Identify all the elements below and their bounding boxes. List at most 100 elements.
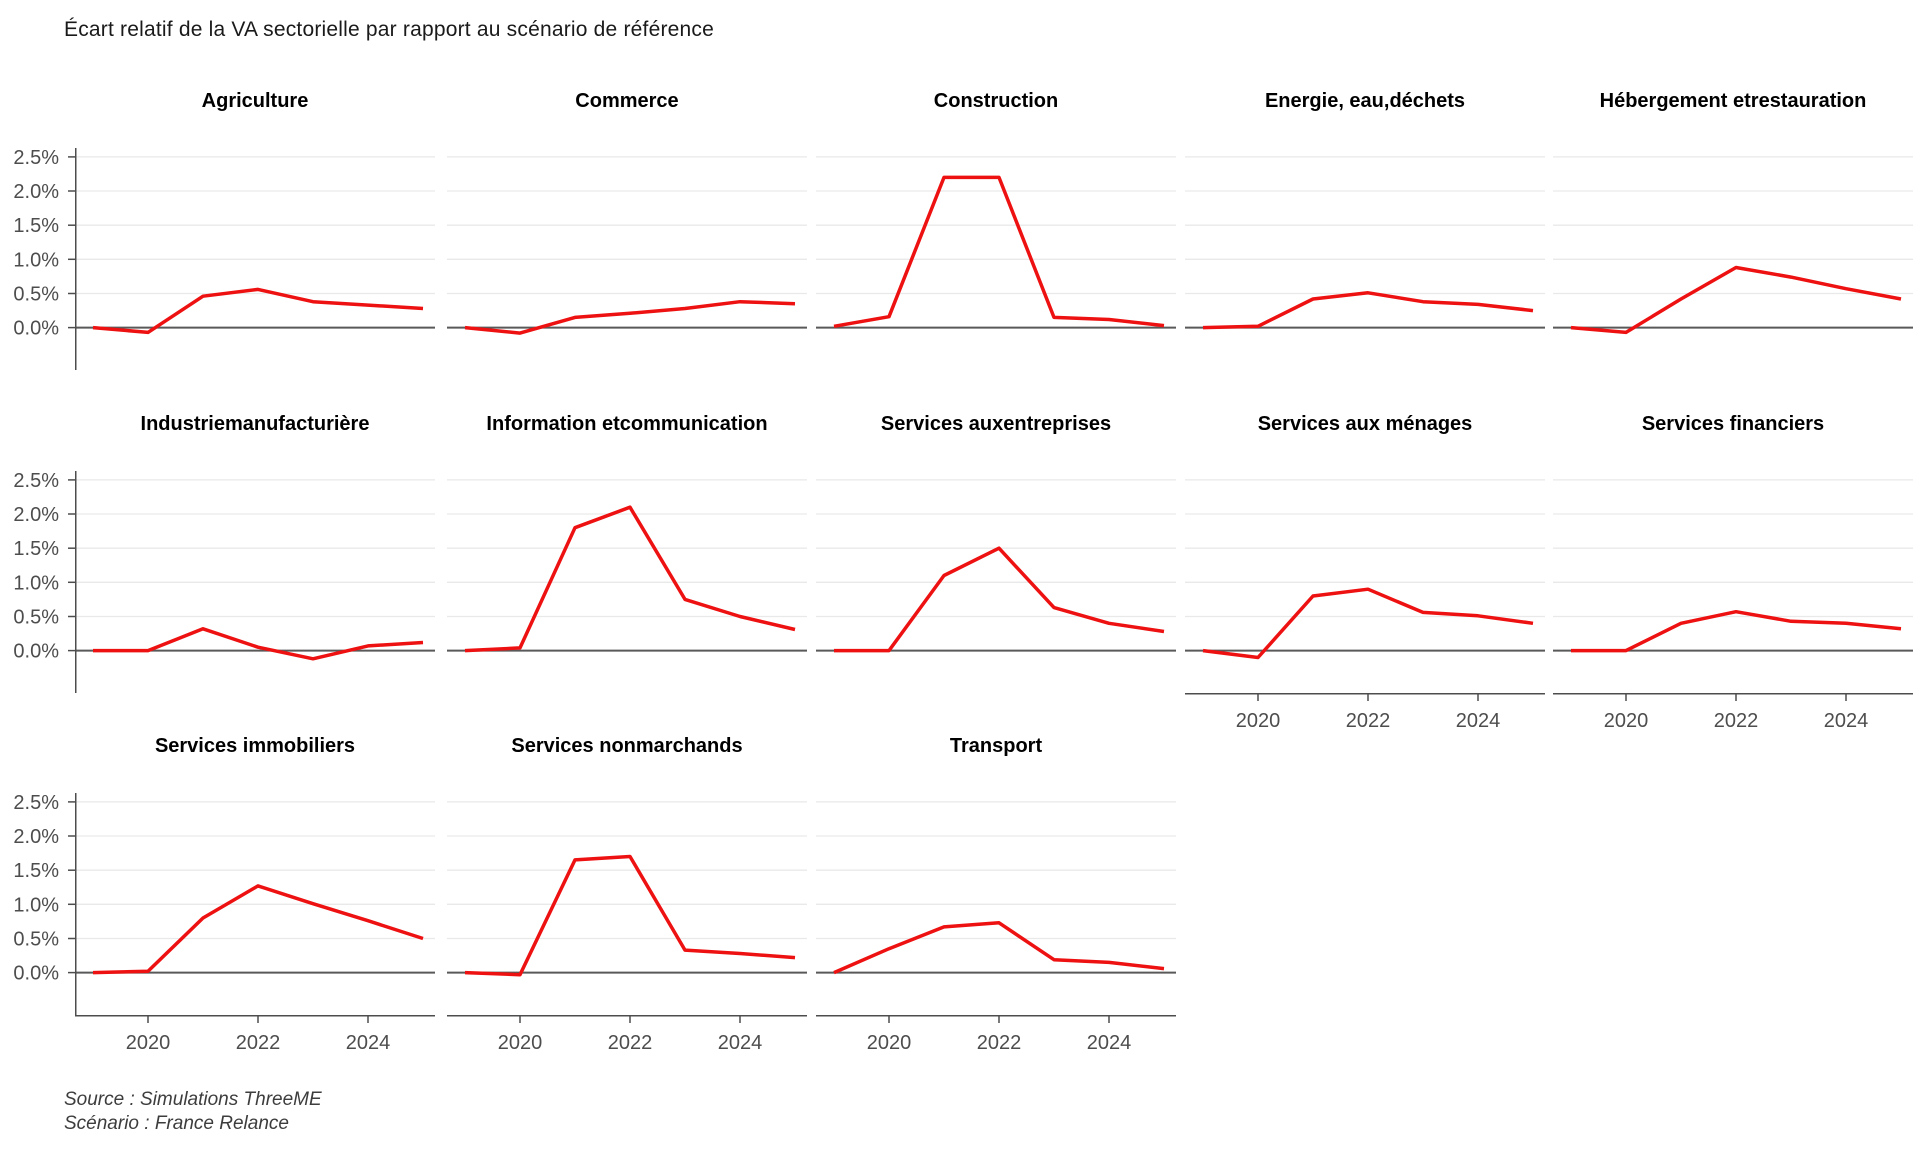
facet-title-line: Services aux xyxy=(880,413,1004,435)
y-tick-label: 1.5% xyxy=(13,860,59,882)
facet-services-immobiliers: Services immobiliers 0.0% 0.5% 1.0% 1.5% 2.0%… xyxy=(0,717,435,1065)
y-tick-label: 1.0% xyxy=(13,249,59,271)
facet-plot: 2020 2022 2024 xyxy=(816,801,1176,1054)
facet-energie-eau-dechets: Energie, eau, déchets xyxy=(1105,72,1545,420)
line-series xyxy=(1202,587,1534,660)
line-series xyxy=(1570,265,1902,335)
facet-plot xyxy=(1553,156,1913,335)
facet-plot xyxy=(447,156,807,335)
facet-title-line: Services immobiliers xyxy=(154,735,356,757)
facet-title-line: manufacturière xyxy=(224,413,370,435)
x-tick-label: 2020 xyxy=(1604,710,1649,732)
y-tick-label: 1.5% xyxy=(13,538,59,560)
facet-plot: 0.0% 0.5% 1.0% 1.5% 2.0% 2.5% xyxy=(13,148,435,370)
scenario-line: Scénario : France Relance xyxy=(64,1113,289,1134)
facet-title: Commerce xyxy=(447,72,807,130)
facet-plot xyxy=(447,479,807,653)
facet-services-financiers: Services financiers 2020 2022 2024 xyxy=(1473,395,1913,743)
y-tick-label: 1.0% xyxy=(13,572,59,594)
facet-title: Services aux entreprises xyxy=(816,395,1176,453)
facet-agriculture: Agriculture 0.0% 0.5% 1.0% 1.5% 2.0% 2.5% xyxy=(0,72,435,420)
facet-plot: 2020 2022 2024 xyxy=(447,801,807,1054)
facet-title: Agriculture xyxy=(75,72,435,130)
facet-title-line: Services aux ménages xyxy=(1257,413,1473,435)
facet-title: Information et communication xyxy=(447,395,807,453)
line-series xyxy=(464,854,796,977)
facet-title: Services aux ménages xyxy=(1185,395,1545,453)
line-series xyxy=(1571,609,1902,653)
facet-title: Transport xyxy=(816,717,1176,775)
x-tick-label: 2024 xyxy=(718,1032,763,1054)
facet-plot xyxy=(816,479,1176,653)
y-tick-label: 0.0% xyxy=(13,963,59,985)
facet-title: Services financiers xyxy=(1553,395,1913,453)
facet-title-line: restauration xyxy=(1750,90,1867,112)
facet-services-non-marchands: Services non marchands 2020 2022 2024 xyxy=(367,717,807,1065)
y-tick-label: 2.0% xyxy=(13,504,59,526)
facet-title: Hébergement et restauration xyxy=(1553,72,1913,130)
facet-title: Services immobiliers xyxy=(75,717,435,775)
facet-title: Industrie manufacturière xyxy=(75,395,435,453)
line-series xyxy=(833,921,1165,975)
facet-commerce: Commerce xyxy=(367,72,807,420)
y-tick-label: 2.0% xyxy=(13,826,59,848)
x-tick-label: 2020 xyxy=(126,1032,171,1054)
facet-plot xyxy=(1185,156,1545,330)
facet-transport: Transport 2020 2022 2024 xyxy=(736,717,1176,1065)
line-series xyxy=(464,505,796,653)
facet-title-line: Services non xyxy=(511,735,636,757)
y-tick-label: 0.5% xyxy=(13,929,59,951)
facet-services-aux-menages: Services aux ménages 2020 2022 2024 xyxy=(1105,395,1545,743)
facet-title-line: Hébergement et xyxy=(1599,90,1751,112)
facet-plot: 0.0% 0.5% 1.0% 1.5% 2.0% 2.5% xyxy=(13,471,435,693)
x-tick-label: 2024 xyxy=(346,1032,391,1054)
facet-information-et-communication: Information et communication xyxy=(367,395,807,743)
facet-title-line: marchands xyxy=(635,735,743,757)
facet-title-line: Energie, eau, xyxy=(1264,90,1390,112)
facet-industrie-manufacturiere: Industrie manufacturière 0.0% 0.5% 1.0% 1.5% 2… xyxy=(0,395,435,743)
facet-title-line: communication xyxy=(619,413,768,435)
facet-construction: Construction xyxy=(736,72,1176,420)
facet-hebergement-et-restauration: Hébergement et restauration xyxy=(1473,72,1913,420)
line-series xyxy=(464,299,796,335)
line-series xyxy=(92,287,424,335)
facet-title-line: Agriculture xyxy=(201,90,309,112)
y-tick-label: 1.0% xyxy=(13,894,59,916)
x-tick-label: 2024 xyxy=(1824,710,1869,732)
facet-title-line: déchets xyxy=(1389,90,1466,112)
facet-title-line: Transport xyxy=(949,735,1043,757)
facet-plot xyxy=(816,156,1176,329)
source-line: Source : Simulations ThreeME xyxy=(64,1089,322,1110)
line-series xyxy=(92,884,424,975)
y-tick-label: 1.5% xyxy=(13,215,59,237)
x-tick-label: 2020 xyxy=(867,1032,912,1054)
y-tick-label: 0.0% xyxy=(13,318,59,340)
x-tick-label: 2022 xyxy=(1346,710,1391,732)
y-tick-label: 2.0% xyxy=(13,181,59,203)
facet-plot: 2020 2022 2024 xyxy=(1553,479,1913,732)
facet-title-line: entreprises xyxy=(1003,413,1112,435)
x-tick-label: 2022 xyxy=(977,1032,1022,1054)
facet-title: Services non marchands xyxy=(447,717,807,775)
x-tick-label: 2024 xyxy=(1456,710,1501,732)
x-tick-label: 2024 xyxy=(1087,1032,1132,1054)
line-series xyxy=(1202,291,1534,330)
line-series xyxy=(93,627,424,661)
y-tick-label: 2.5% xyxy=(13,793,59,814)
x-tick-label: 2020 xyxy=(1236,710,1281,732)
facet-title: Energie, eau, déchets xyxy=(1185,72,1545,130)
x-tick-label: 2022 xyxy=(608,1032,653,1054)
page-title: Écart relatif de la VA sectorielle par r… xyxy=(64,18,714,41)
line-series xyxy=(834,546,1165,653)
x-tick-label: 2020 xyxy=(498,1032,543,1054)
facet-title: Construction xyxy=(816,72,1176,130)
y-tick-label: 2.5% xyxy=(13,471,59,492)
line-series xyxy=(833,175,1165,329)
y-tick-label: 0.5% xyxy=(13,607,59,629)
x-tick-label: 2022 xyxy=(236,1032,281,1054)
facet-plot: 0.0% 0.5% 1.0% 1.5% 2.0% 2.5% 2020 2022 2024 xyxy=(13,793,435,1054)
source-note: Source : Simulations ThreeME Scénario : … xyxy=(64,1088,322,1136)
y-tick-label: 0.5% xyxy=(13,284,59,306)
facet-services-aux-entreprises: Services aux entreprises xyxy=(736,395,1176,743)
